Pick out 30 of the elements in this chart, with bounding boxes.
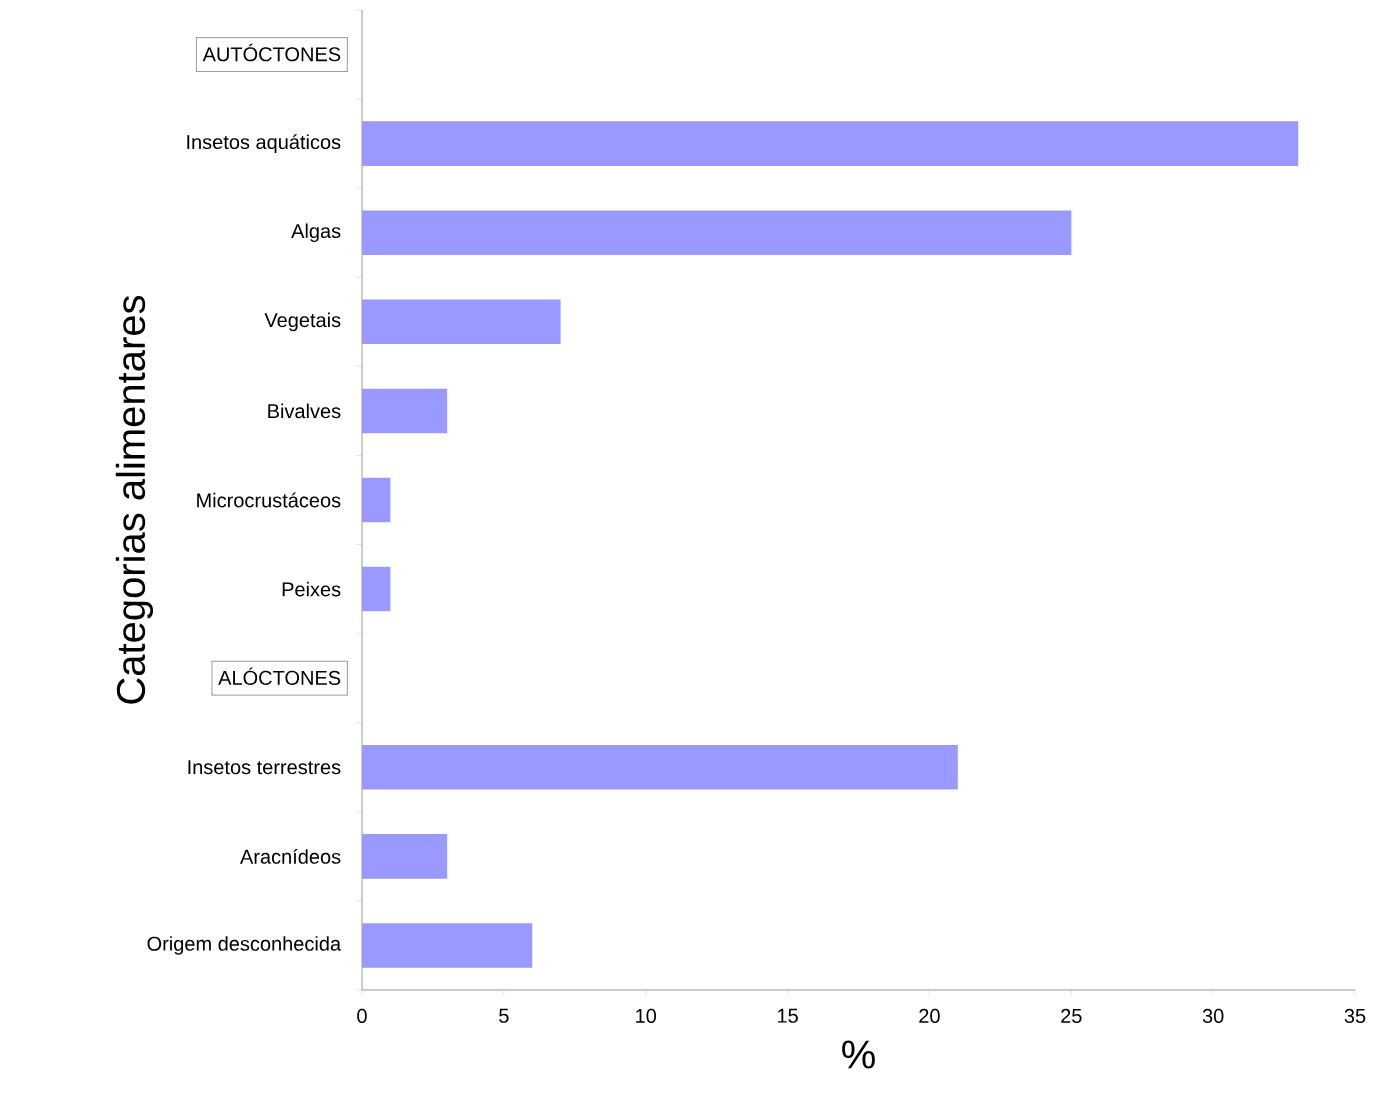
x-tick-label: 5	[499, 1008, 509, 1023]
x-tick-label: 20	[919, 1008, 940, 1024]
y-tick-label: Insetos terrestres	[188, 760, 341, 775]
bar	[362, 388, 448, 434]
y-tick-label: Vegetais	[264, 312, 341, 332]
y-tick-label: Microcrustáceos	[197, 492, 341, 508]
y-tick-label: Algas	[291, 223, 341, 243]
y-axis-title: Categorias alimentares	[115, 295, 154, 704]
x-tick-label: 15	[777, 1008, 798, 1023]
bar	[362, 745, 958, 790]
x-axis-title: %	[842, 1040, 875, 1069]
bar	[362, 210, 1072, 255]
bar	[362, 566, 391, 612]
y-tick-label: Insetos aquáticos	[187, 134, 341, 154]
bar	[362, 299, 561, 345]
bar	[362, 477, 391, 523]
bar	[362, 834, 448, 879]
y-tick-label: Aracnídeos	[240, 848, 341, 864]
y-tick-label: Origem desconhecida	[147, 936, 342, 955]
y-tick-label: AUTÓCTONES	[202, 43, 341, 62]
bar	[362, 923, 533, 968]
y-tick-label: ALÓCTONES	[218, 667, 341, 685]
x-tick-label: 35	[1344, 1008, 1366, 1024]
x-tick-label: 25	[1061, 1008, 1082, 1024]
bar	[362, 121, 1299, 166]
y-tick-label: Bivalves	[268, 403, 341, 419]
x-tick-label: 10	[636, 1008, 657, 1024]
x-tick-label: 30	[1202, 1008, 1224, 1024]
x-tick-label: 0	[357, 1008, 367, 1024]
y-tick-label: Peixes	[282, 581, 341, 597]
